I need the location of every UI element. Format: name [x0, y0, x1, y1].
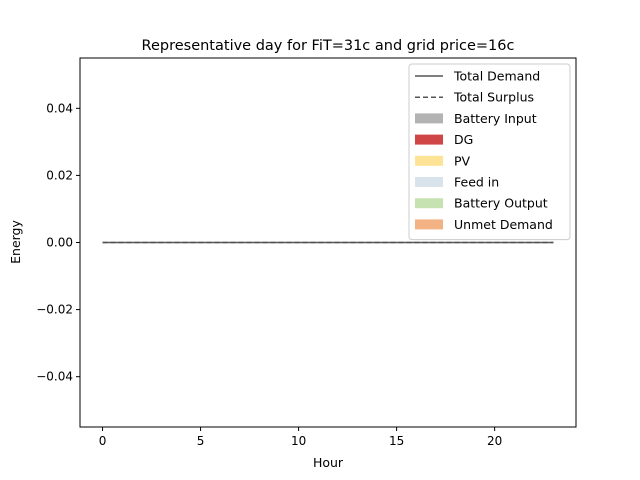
legend-label-dg: DG [454, 132, 473, 147]
legend-label-total-surplus: Total Surplus [453, 90, 534, 105]
x-tick-label: 0 [99, 434, 107, 448]
legend-swatch-battery-input [415, 113, 443, 124]
plot-area: 0 5 10 15 20 0.04 0.02 0.00 −0.02 −0.04 [36, 57, 577, 448]
legend-label-pv: PV [454, 153, 471, 168]
x-tick-label: 20 [487, 434, 502, 448]
legend-swatch-unmet-demand [415, 219, 443, 230]
y-tick-label: −0.02 [36, 303, 73, 317]
x-tick-label: 5 [197, 434, 205, 448]
legend-label-battery-input: Battery Input [454, 111, 537, 126]
chart-title: Representative day for FiT=31c and grid … [142, 38, 515, 54]
y-axis-label: Energy [8, 220, 23, 264]
legend-swatch-battery-output [415, 198, 443, 209]
legend-label-unmet-demand: Unmet Demand [454, 217, 553, 232]
legend: Total Demand Total Surplus Battery Input DG… [408, 63, 571, 241]
y-tick-label: 0.02 [46, 168, 73, 182]
legend-swatch-pv [415, 155, 443, 166]
legend-label-battery-output: Battery Output [454, 196, 548, 211]
legend-box [408, 63, 571, 241]
y-tick-label: 0.04 [46, 101, 73, 115]
y-tick-label: 0.00 [46, 236, 73, 250]
legend-label-total-demand: Total Demand [453, 69, 540, 84]
x-tick-label: 10 [291, 434, 306, 448]
x-tick-label: 15 [389, 434, 404, 448]
legend-swatch-dg [415, 134, 443, 145]
legend-swatch-feed-in [415, 177, 443, 187]
x-axis-label: Hour [313, 455, 344, 470]
legend-label-feed-in: Feed in [454, 175, 499, 190]
y-tick-label: −0.04 [36, 370, 73, 384]
